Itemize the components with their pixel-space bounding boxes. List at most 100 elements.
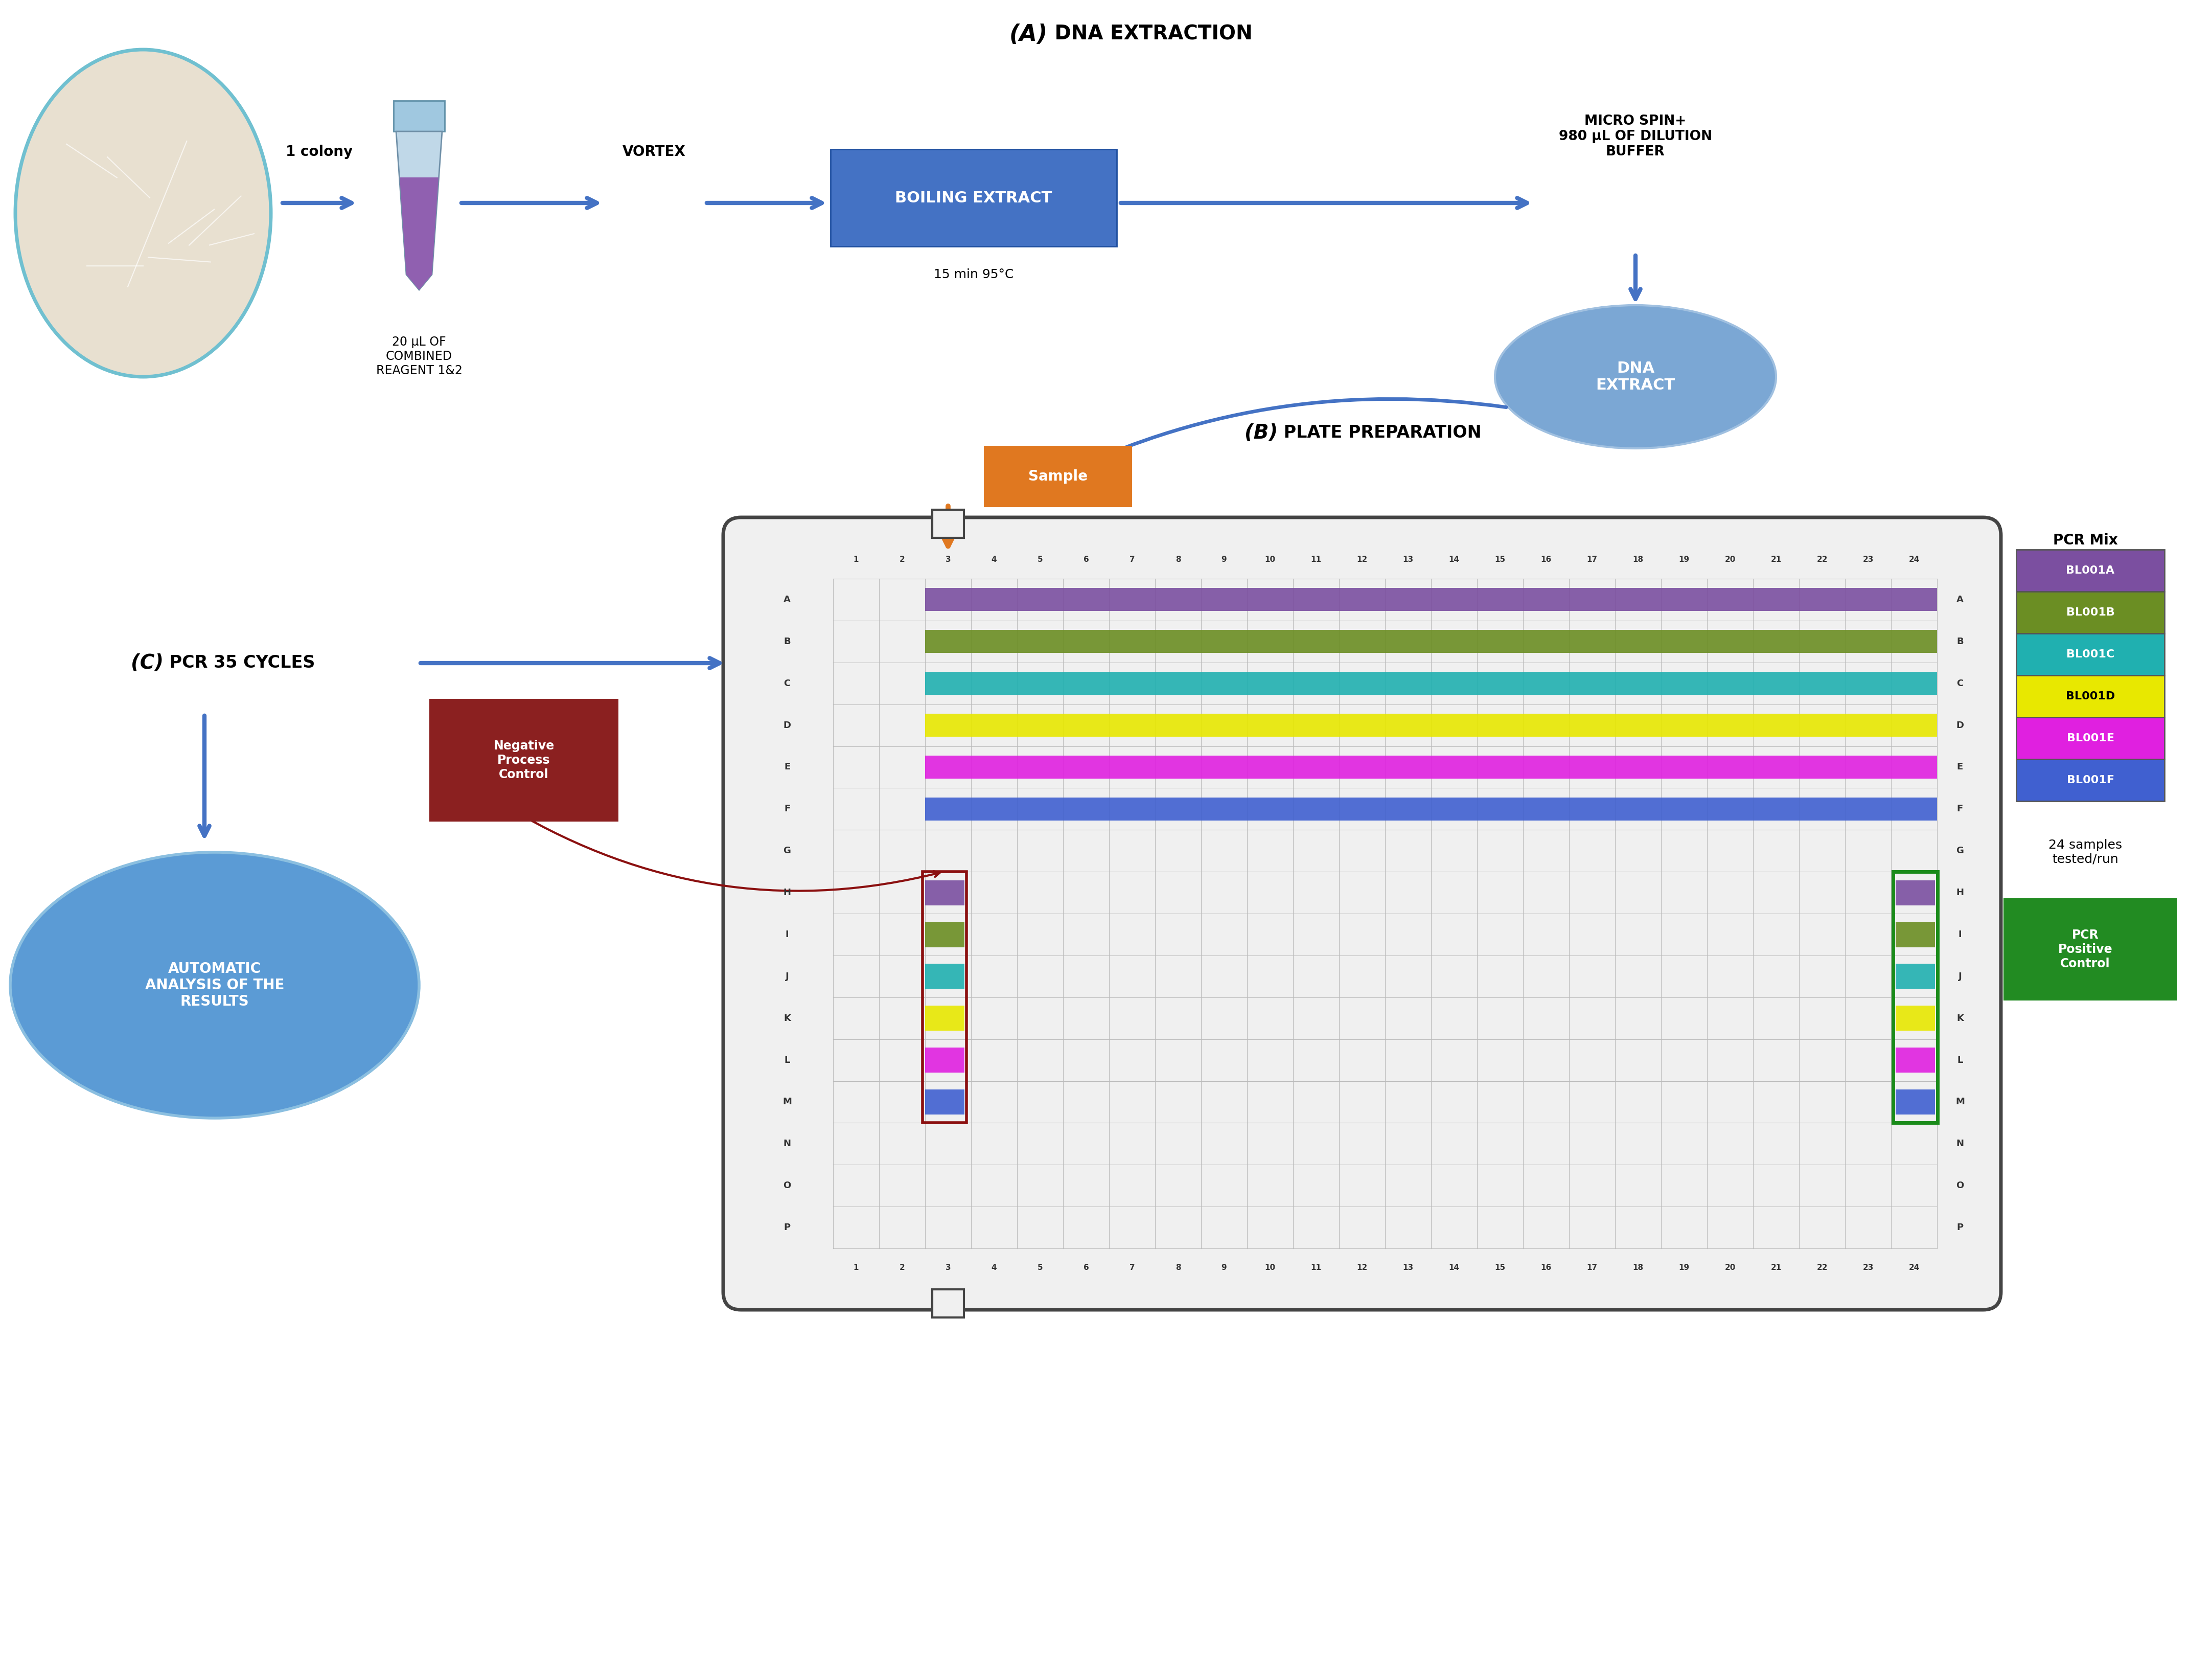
Text: 24: 24 — [1909, 1263, 1920, 1272]
FancyBboxPatch shape — [2017, 676, 2166, 717]
Polygon shape — [400, 178, 438, 290]
Bar — [1893, 872, 1938, 1122]
Text: B: B — [1958, 637, 1964, 646]
Bar — [925, 797, 1938, 820]
Text: 19: 19 — [1679, 556, 1690, 563]
Bar — [922, 872, 967, 1122]
Bar — [1896, 880, 1936, 905]
Text: D: D — [783, 720, 792, 730]
Text: 6: 6 — [1084, 1263, 1088, 1272]
Text: 14: 14 — [1449, 556, 1460, 563]
Text: A: A — [783, 594, 790, 604]
Bar — [925, 631, 1938, 652]
Text: L: L — [1958, 1056, 1962, 1064]
Text: Negative
Process
Control: Negative Process Control — [493, 740, 555, 780]
Text: (A): (A) — [1009, 23, 1048, 45]
Text: BL001C: BL001C — [2066, 649, 2115, 659]
Text: 21: 21 — [1770, 556, 1781, 563]
Bar — [925, 1089, 964, 1114]
Bar — [1896, 921, 1936, 948]
Text: 24: 24 — [1909, 556, 1920, 563]
Text: PCR
Positive
Control: PCR Positive Control — [2057, 930, 2112, 969]
Text: 9: 9 — [1221, 556, 1228, 563]
Text: 8: 8 — [1175, 556, 1181, 563]
Text: 14: 14 — [1449, 1263, 1460, 1272]
Bar — [1896, 1089, 1936, 1114]
Text: C: C — [1958, 679, 1964, 687]
Bar — [925, 1047, 964, 1072]
Text: 4: 4 — [991, 1263, 998, 1272]
Text: 3: 3 — [945, 556, 951, 563]
Text: 11: 11 — [1312, 556, 1321, 563]
Text: 22: 22 — [1816, 556, 1827, 563]
Text: M: M — [783, 1097, 792, 1107]
Text: 16: 16 — [1540, 1263, 1551, 1272]
Bar — [925, 588, 1938, 611]
Text: VORTEX: VORTEX — [622, 144, 686, 159]
Bar — [925, 714, 1938, 737]
Text: 20: 20 — [1725, 556, 1736, 563]
Text: BOILING EXTRACT: BOILING EXTRACT — [896, 191, 1053, 206]
Text: 17: 17 — [1586, 1263, 1597, 1272]
Text: 7: 7 — [1130, 1263, 1135, 1272]
Text: 6: 6 — [1084, 556, 1088, 563]
FancyBboxPatch shape — [2004, 898, 2177, 1001]
Text: DNA
EXTRACT: DNA EXTRACT — [1595, 360, 1674, 393]
Text: J: J — [1958, 971, 1962, 981]
Text: 10: 10 — [1265, 1263, 1276, 1272]
Text: 13: 13 — [1402, 556, 1413, 563]
Bar — [925, 880, 964, 905]
Bar — [1896, 1047, 1936, 1072]
Text: 19: 19 — [1679, 1263, 1690, 1272]
Text: PCR 35 CYCLES: PCR 35 CYCLES — [164, 654, 314, 672]
Text: 17: 17 — [1586, 556, 1597, 563]
Text: 20 μL OF
COMBINED
REAGENT 1&2: 20 μL OF COMBINED REAGENT 1&2 — [376, 335, 462, 377]
FancyBboxPatch shape — [830, 149, 1117, 246]
Ellipse shape — [15, 50, 270, 377]
Text: BL001E: BL001E — [2066, 734, 2115, 744]
Text: N: N — [783, 1139, 792, 1149]
Text: B: B — [783, 637, 790, 646]
FancyBboxPatch shape — [931, 510, 964, 538]
Text: PCR Mix: PCR Mix — [2053, 533, 2117, 548]
Text: 20: 20 — [1725, 1263, 1736, 1272]
Text: 24 samples
tested/run: 24 samples tested/run — [2048, 838, 2121, 865]
Text: BL001D: BL001D — [2066, 691, 2115, 702]
FancyBboxPatch shape — [2017, 717, 2166, 759]
Text: 15: 15 — [1495, 1263, 1506, 1272]
Text: 4: 4 — [991, 556, 998, 563]
FancyBboxPatch shape — [429, 699, 619, 822]
Text: 23: 23 — [1863, 1263, 1874, 1272]
Text: D: D — [1955, 720, 1964, 730]
Text: P: P — [783, 1223, 790, 1232]
Text: 2: 2 — [900, 556, 905, 563]
Text: (B): (B) — [1245, 423, 1279, 443]
Text: 10: 10 — [1265, 556, 1276, 563]
Text: 5: 5 — [1037, 1263, 1042, 1272]
FancyBboxPatch shape — [394, 101, 445, 131]
Text: DNA EXTRACTION: DNA EXTRACTION — [1048, 25, 1252, 43]
Text: G: G — [783, 847, 792, 855]
Text: (C): (C) — [131, 654, 164, 672]
Text: 8: 8 — [1175, 1263, 1181, 1272]
Polygon shape — [396, 131, 442, 290]
Text: AUTOMATIC
ANALYSIS OF THE
RESULTS: AUTOMATIC ANALYSIS OF THE RESULTS — [146, 961, 285, 1009]
Text: A: A — [1955, 594, 1964, 604]
Text: C: C — [783, 679, 790, 687]
Bar — [925, 964, 964, 989]
Text: Sample: Sample — [1029, 470, 1088, 483]
Text: 11: 11 — [1312, 1263, 1321, 1272]
Text: 22: 22 — [1816, 1263, 1827, 1272]
Text: E: E — [1958, 762, 1964, 772]
Text: 1: 1 — [854, 1263, 858, 1272]
FancyBboxPatch shape — [984, 447, 1133, 508]
Bar — [1896, 964, 1936, 989]
Ellipse shape — [11, 852, 418, 1119]
FancyBboxPatch shape — [2017, 549, 2166, 591]
Text: F: F — [1958, 805, 1964, 813]
Text: M: M — [1955, 1097, 1964, 1107]
Text: BL001F: BL001F — [2066, 775, 2115, 785]
Text: O: O — [783, 1180, 792, 1190]
Text: I: I — [785, 930, 790, 940]
Text: H: H — [1955, 888, 1964, 898]
